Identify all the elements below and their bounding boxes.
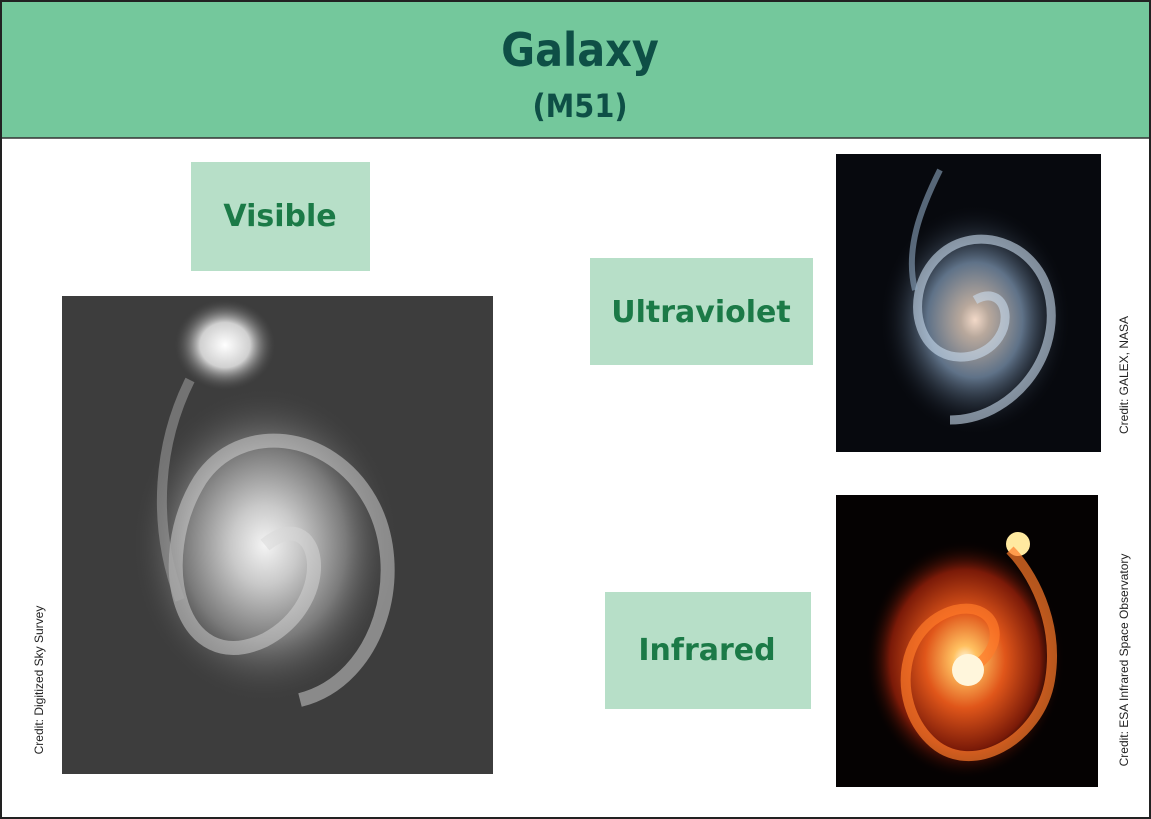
subtitle: (M51): [532, 87, 627, 125]
panel-label: Ultraviolet: [611, 295, 790, 330]
credit: Credit: ESA Infrared Space Observatory: [1117, 554, 1131, 767]
ultraviolet-image: [836, 154, 1101, 452]
panel-label: Visible: [223, 199, 336, 234]
label-box: [590, 258, 813, 365]
panel-label: Infrared: [638, 633, 775, 668]
label-box: [191, 162, 370, 271]
visible-image: [62, 296, 493, 774]
credit: Credit: Digitized Sky Survey: [32, 606, 46, 755]
header-band: [2, 2, 1149, 138]
label-box: [605, 592, 811, 709]
infrared-image: [836, 495, 1098, 787]
title: Galaxy: [501, 23, 659, 77]
credit: Credit: GALEX, NASA: [1117, 316, 1131, 434]
